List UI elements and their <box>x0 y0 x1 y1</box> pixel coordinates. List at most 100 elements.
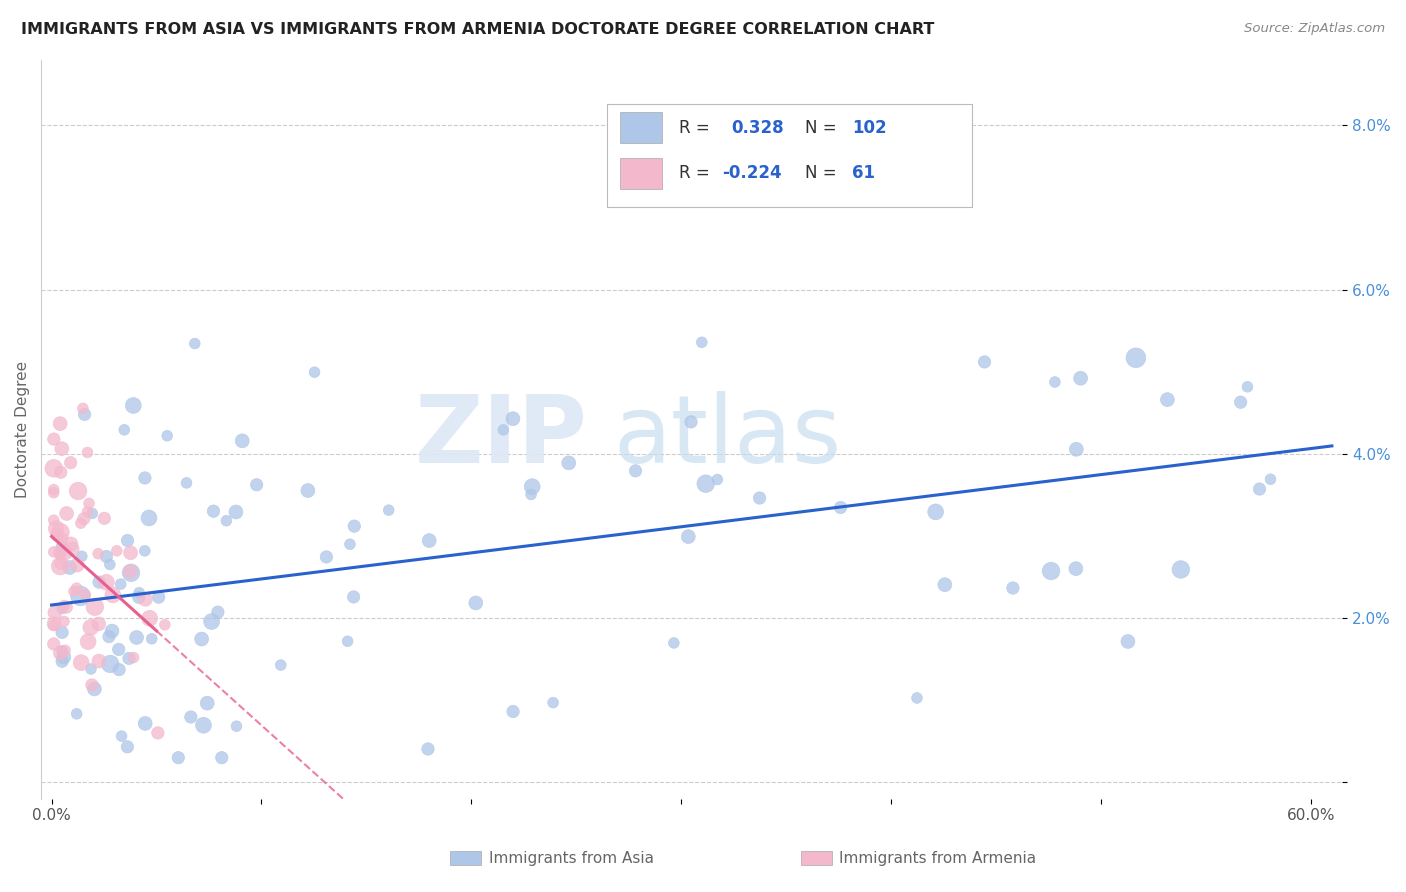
Point <box>207 605 229 619</box>
Point <box>52 599 75 613</box>
Point <box>93 511 115 525</box>
Point <box>678 530 700 544</box>
Point <box>117 739 139 754</box>
Point <box>101 588 124 602</box>
Point <box>49 465 72 479</box>
Point <box>122 399 145 413</box>
Point <box>134 716 156 731</box>
Text: IMMIGRANTS FROM ASIA VS IMMIGRANTS FROM ARMENIA DOCTORATE DEGREE CORRELATION CHA: IMMIGRANTS FROM ASIA VS IMMIGRANTS FROM … <box>21 22 935 37</box>
Point <box>49 559 72 574</box>
Point <box>70 656 93 670</box>
Point <box>1064 561 1087 575</box>
Point <box>148 590 170 604</box>
Point <box>304 365 326 379</box>
Point <box>492 423 515 437</box>
Point <box>42 513 65 527</box>
Point <box>96 549 118 564</box>
Point <box>120 566 142 580</box>
Point <box>72 401 94 416</box>
Point <box>315 549 337 564</box>
Point <box>83 599 105 614</box>
Text: N =: N = <box>806 119 842 136</box>
Point <box>343 519 366 533</box>
Point <box>80 662 103 676</box>
Point <box>73 408 96 422</box>
Point <box>193 718 215 732</box>
Point <box>66 706 89 721</box>
Point <box>42 545 65 559</box>
Point <box>418 533 440 548</box>
Point <box>63 584 86 599</box>
Point <box>112 423 135 437</box>
Point <box>98 657 121 671</box>
Point <box>69 516 91 531</box>
Point <box>42 485 65 500</box>
Text: N =: N = <box>806 164 846 182</box>
Point <box>87 575 110 590</box>
Point <box>1001 581 1024 595</box>
Point <box>49 646 72 660</box>
Point <box>55 507 77 521</box>
Point <box>624 464 647 478</box>
Point <box>558 456 581 470</box>
Point <box>122 650 145 665</box>
Bar <box>620 158 662 189</box>
Point <box>215 514 238 528</box>
Point <box>1070 371 1092 385</box>
Point <box>53 643 76 657</box>
Point <box>377 503 399 517</box>
Point <box>1236 380 1258 394</box>
Point <box>695 476 717 491</box>
Point <box>1229 395 1251 409</box>
Point <box>1043 375 1066 389</box>
Point <box>195 696 218 710</box>
Point <box>138 511 160 525</box>
Point <box>110 577 132 591</box>
Point <box>211 750 233 764</box>
Text: 61: 61 <box>852 164 875 182</box>
Point <box>49 548 72 562</box>
Point <box>905 690 928 705</box>
Text: 0.328: 0.328 <box>731 119 783 136</box>
Point <box>51 541 73 555</box>
Point <box>1040 564 1063 578</box>
Point <box>117 533 139 548</box>
Point <box>464 596 486 610</box>
Text: ZIP: ZIP <box>415 391 588 483</box>
Point <box>76 445 98 459</box>
Point <box>52 532 75 546</box>
Point <box>231 434 253 448</box>
Point <box>125 631 148 645</box>
Point <box>67 483 90 498</box>
Point <box>45 521 67 535</box>
Point <box>87 616 110 631</box>
Text: -0.224: -0.224 <box>721 164 782 182</box>
Point <box>153 617 176 632</box>
Point <box>51 625 73 640</box>
Point <box>51 654 73 668</box>
Point <box>49 417 72 431</box>
Point <box>502 705 524 719</box>
Point <box>180 710 202 724</box>
Point <box>45 528 67 542</box>
Text: 102: 102 <box>852 119 886 136</box>
Point <box>1125 351 1147 365</box>
Point <box>69 589 91 603</box>
Point <box>105 543 128 558</box>
Point <box>336 634 359 648</box>
Point <box>156 429 179 443</box>
Point <box>87 547 110 561</box>
Point <box>80 620 103 634</box>
Point <box>59 537 82 551</box>
Point <box>44 606 66 620</box>
Point <box>202 504 225 518</box>
Point <box>52 649 75 664</box>
Point <box>1116 634 1139 648</box>
Text: R =: R = <box>679 164 714 182</box>
Point <box>190 632 212 646</box>
Point <box>748 491 770 505</box>
Point <box>416 742 439 756</box>
Point <box>98 558 121 572</box>
Point <box>167 750 190 764</box>
Point <box>42 637 65 651</box>
